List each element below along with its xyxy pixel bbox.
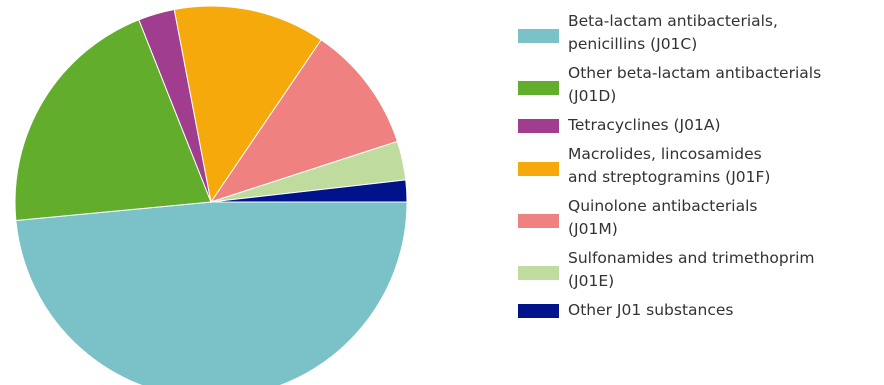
pie-slice-1 — [14, 19, 212, 221]
legend-swatch-4 — [518, 214, 559, 228]
pie-slice-6 — [210, 179, 408, 203]
legend-label-6: Other J01 substances — [568, 301, 734, 319]
legend-swatch-0 — [518, 29, 559, 43]
legend-item-2: Tetracyclines (J01A) — [518, 114, 880, 137]
legend-swatch-1 — [518, 81, 559, 95]
legend-swatch-5 — [518, 266, 559, 280]
legend-label-2: Tetracyclines (J01A) — [568, 116, 721, 134]
legend-swatch-3 — [518, 162, 559, 176]
legend-item-4: Quinolone antibacterials (J01M) — [518, 195, 880, 241]
legend-item-1: Other beta-lactam antibacterials (J01D) — [518, 62, 880, 108]
legend-label-0: Beta-lactam antibacterials, penicillins … — [568, 12, 778, 53]
legend-item-6: Other J01 substances — [518, 299, 880, 322]
legend-swatch-2 — [518, 119, 559, 133]
legend-item-0: Beta-lactam antibacterials, penicillins … — [518, 10, 880, 56]
legend-label-5: Sulfonamides and trimethoprim (J01E) — [568, 249, 815, 290]
legend-label-4: Quinolone antibacterials (J01M) — [568, 197, 758, 238]
pie-slice-4 — [209, 39, 399, 203]
pie-slice-0 — [15, 201, 408, 385]
legend: Beta-lactam antibacterials, penicillins … — [518, 10, 880, 328]
pie-slice-3 — [173, 5, 322, 204]
legend-item-3: Macrolides, lincosamides and streptogram… — [518, 143, 880, 189]
legend-item-5: Sulfonamides and trimethoprim (J01E) — [518, 247, 880, 293]
legend-label-1: Other beta-lactam antibacterials (J01D) — [568, 64, 822, 105]
legend-label-3: Macrolides, lincosamides and streptogram… — [568, 145, 771, 186]
legend-swatch-6 — [518, 304, 559, 318]
pie-area — [14, 5, 408, 385]
